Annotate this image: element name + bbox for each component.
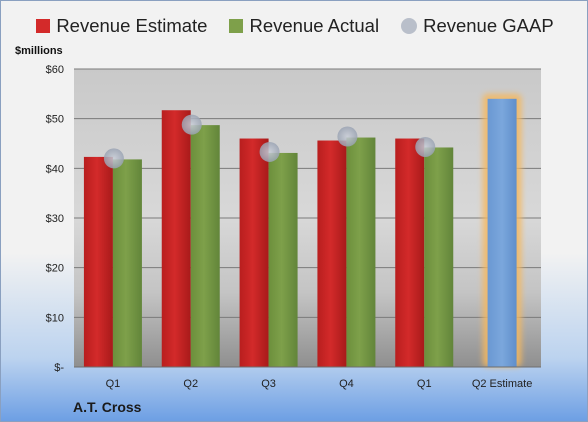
company-name: A.T. Cross <box>73 399 142 415</box>
estimate-bar <box>239 138 269 367</box>
y-tick-label: $20 <box>46 263 64 275</box>
y-tick-label: $30 <box>46 213 64 225</box>
estimate-bar <box>161 110 191 368</box>
y-tick-label: $60 <box>46 64 64 76</box>
legend-item-actual: Revenue Actual <box>229 15 379 37</box>
gaap-point <box>415 136 436 157</box>
estimate-bar <box>83 156 113 367</box>
legend-swatch-gaap <box>401 18 418 34</box>
gaap-point <box>337 126 358 147</box>
x-tick-label: Q1 <box>417 378 432 390</box>
chart-legend: Revenue Estimate Revenue Actual Revenue … <box>1 15 587 37</box>
legend-swatch-actual <box>229 19 244 33</box>
gaap-point <box>259 141 280 162</box>
gaap-point <box>181 114 202 135</box>
x-tick-label: Q3 <box>261 378 276 390</box>
legend-label-actual: Revenue Actual <box>249 15 380 36</box>
legend-item-gaap: Revenue GAAP <box>401 15 554 37</box>
x-tick-label: Q4 <box>339 378 354 390</box>
estimate-bar <box>395 138 425 367</box>
legend-item-estimate: Revenue Estimate <box>36 15 207 37</box>
y-tick-label: $10 <box>46 312 64 324</box>
actual-bar <box>112 159 142 367</box>
y-tick-label: $- <box>54 362 64 374</box>
x-tick-label: Q2 <box>183 378 198 390</box>
legend-label-gaap: Revenue GAAP <box>423 15 554 36</box>
actual-bar <box>190 125 220 367</box>
actual-bar <box>346 137 376 367</box>
y-axis-unit-label: $millions <box>15 45 63 57</box>
actual-bar <box>424 147 454 367</box>
y-tick-label: $50 <box>46 114 64 126</box>
y-tick-label: $40 <box>46 163 64 175</box>
actual-bar <box>268 152 298 367</box>
legend-label-estimate: Revenue Estimate <box>56 15 208 36</box>
estimate-bar <box>317 140 347 367</box>
gaap-point <box>103 148 124 169</box>
x-tick-label: Q2 Estimate <box>472 378 533 390</box>
x-tick-label: Q1 <box>106 378 121 390</box>
forecast-bar <box>487 98 517 368</box>
legend-swatch-estimate <box>36 19 51 33</box>
